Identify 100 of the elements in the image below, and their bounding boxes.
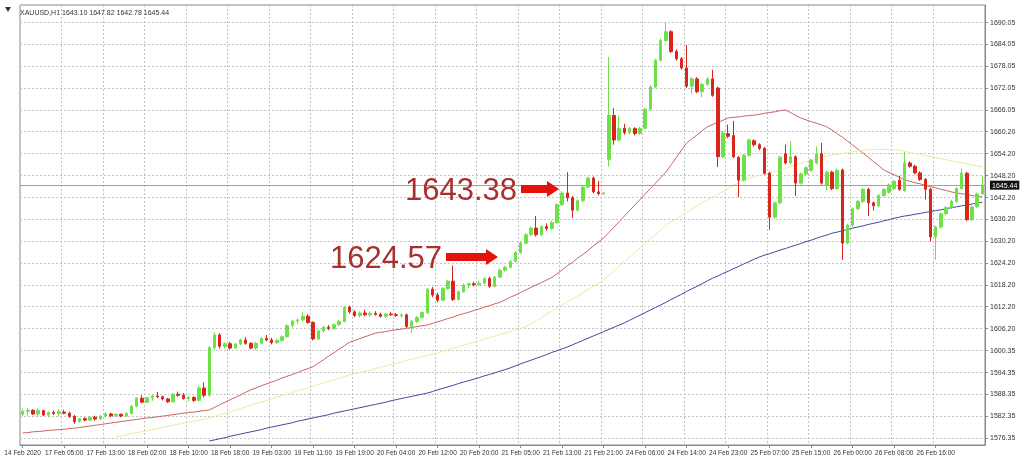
candlestick [457,290,460,302]
candlestick [592,176,595,194]
candlestick [815,146,818,165]
candlestick [685,44,688,89]
candlestick [93,415,97,421]
candlestick [898,175,901,192]
candlestick [654,58,657,89]
candlestick [716,86,720,168]
candlestick [846,223,849,246]
candlestick [602,191,605,196]
candlestick [612,107,616,146]
candlestick [166,397,170,404]
candlestick [187,395,190,402]
candlestick [52,410,55,416]
candlestick [208,345,211,398]
candlestick [903,151,906,193]
annotation: 1643.38 [405,171,518,207]
candlestick [721,130,725,159]
line-series [115,148,983,438]
candlestick [176,391,180,398]
line-series [208,201,983,442]
candlestick [358,311,362,318]
candlestick [514,250,517,263]
candlestick [234,342,237,350]
candlestick [752,138,756,148]
candlestick [130,404,133,415]
candlestick [197,385,201,402]
candlestick [73,414,76,425]
candlestick [353,309,356,318]
candlestick [78,417,81,424]
candlestick [239,338,242,346]
candlestick [841,167,844,261]
candlestick [384,312,388,319]
candlestick [83,416,87,422]
candlestick [597,180,600,197]
candlestick [88,415,92,422]
candlestick [218,332,221,349]
candlestick [192,395,196,403]
candlestick [42,409,45,417]
candlestick [436,292,439,303]
candlestick [467,282,471,289]
candlestick [156,391,159,399]
candlestick [763,146,766,176]
candlestick [493,275,496,288]
candlestick [36,407,40,418]
candlestick [835,167,839,191]
candlestick [628,126,631,135]
candlestick [825,170,829,191]
candlestick [363,309,367,317]
candlestick [934,225,937,261]
candlestick [327,324,330,331]
candlestick [151,394,154,402]
candlestick [726,124,730,139]
candlestick [509,259,512,269]
candlestick [545,222,548,232]
candlestick [104,411,107,419]
candlestick [182,392,185,401]
candlestick [260,336,263,345]
candlestick [929,187,932,243]
candlestick [410,319,413,334]
candlestick [794,154,797,197]
candlestick [477,280,481,287]
candlestick [924,177,927,201]
candlestick [228,341,232,351]
candlestick [348,304,351,315]
candlestick [867,187,870,217]
candlestick [374,310,377,317]
candlestick [711,69,714,98]
candlestick [695,76,699,94]
candlestick [244,336,247,346]
candlestick [249,341,253,351]
candlestick [171,392,175,404]
candlestick [405,313,408,329]
candlestick [483,276,486,285]
candlestick [617,114,621,143]
candlestick [664,22,668,43]
candlestick [830,170,834,191]
candlestick [161,395,164,401]
candlestick [965,171,969,222]
candlestick [265,334,268,342]
candlestick [534,215,538,238]
candlestick [784,144,787,165]
candlestick [462,282,465,294]
candlestick [368,311,372,318]
candlestick [202,381,206,398]
candlestick [68,411,71,419]
candlestick [254,341,258,351]
candlestick [768,171,771,231]
candlestick [758,142,761,151]
candlestick [21,408,24,417]
annotation: 1624.57 [330,239,443,275]
candlestick [540,224,543,237]
candlestick [145,396,149,404]
candlestick [47,410,50,418]
candlestick [700,82,704,98]
candlestick [960,167,963,191]
candlestick [223,341,227,349]
candlestick [140,394,144,404]
candlestick [851,206,854,228]
candlestick [675,48,678,62]
